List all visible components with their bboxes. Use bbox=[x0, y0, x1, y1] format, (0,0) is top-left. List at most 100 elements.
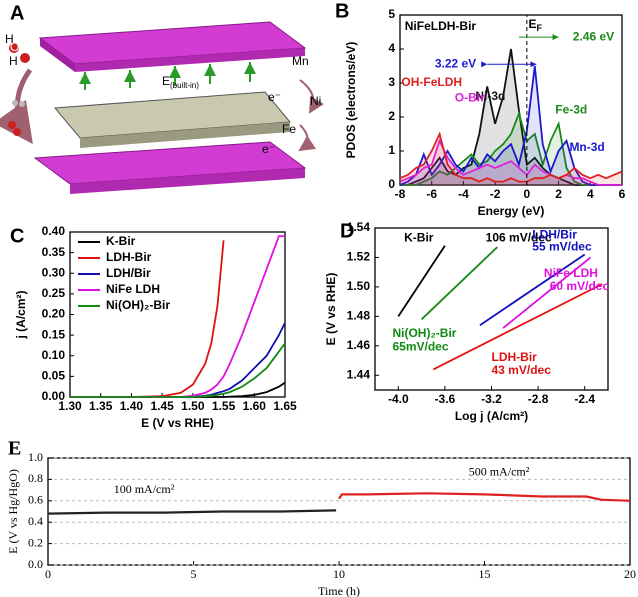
x-axis-label: Energy (eV) bbox=[478, 204, 545, 218]
y-tick-label: 0.10 bbox=[42, 348, 66, 362]
y-tick-label: 0.00 bbox=[42, 389, 66, 403]
series-label: Ni-3d bbox=[475, 89, 505, 103]
series-label: K-Bir bbox=[404, 230, 434, 244]
legend-label: LDH-Bir bbox=[106, 250, 152, 264]
series-label: Mn-3d bbox=[569, 140, 604, 154]
series-label: 500 mA/cm² bbox=[469, 465, 530, 479]
x-tick-label: -2.4 bbox=[574, 392, 595, 406]
y-tick-label: 3 bbox=[388, 75, 395, 89]
y-tick-label: 1.48 bbox=[347, 309, 371, 323]
x-tick-label: 5 bbox=[191, 567, 197, 581]
series-label: NiFe LDH bbox=[544, 266, 598, 280]
y-tick-label: 1.52 bbox=[347, 250, 371, 264]
fermi-label: EF bbox=[528, 17, 542, 33]
panel: C 1.30 1.35 1.40 1.45 1.50 1.55 1.60 1.65 0.00 0.0… bbox=[10, 224, 297, 430]
series-label: LDH/Bir bbox=[532, 228, 577, 242]
gap-label: 3.22 eV bbox=[435, 56, 476, 70]
y-tick-label: 1.50 bbox=[347, 279, 371, 293]
x-tick-label: 2 bbox=[555, 187, 562, 201]
layer-bottom-side bbox=[70, 168, 305, 194]
series-line bbox=[432, 283, 603, 371]
electron-arrow bbox=[298, 124, 317, 152]
hydrogen-atom bbox=[19, 101, 25, 107]
x-tick-label: 20 bbox=[624, 567, 636, 581]
y-tick-label: 0.15 bbox=[42, 327, 66, 341]
x-tick-label: -2.8 bbox=[528, 392, 549, 406]
x-tick-label: 1.55 bbox=[212, 399, 236, 413]
x-tick-label: 1.40 bbox=[120, 399, 144, 413]
y-axis-label: j (A/cm²) bbox=[14, 290, 28, 339]
y-tick-label: 0.2 bbox=[28, 535, 43, 549]
panel-letter: C bbox=[10, 225, 24, 247]
series-line bbox=[70, 342, 286, 398]
legend-label: Ni(OH)₂-Bir bbox=[106, 298, 170, 312]
series-area bbox=[400, 134, 622, 185]
series-area bbox=[400, 66, 622, 185]
x-tick-label: -3.2 bbox=[481, 392, 502, 406]
y-tick-label: 1.46 bbox=[347, 338, 371, 352]
series-line bbox=[399, 138, 622, 186]
x-tick-label: -8 bbox=[395, 187, 406, 201]
x-tick-label: 1.50 bbox=[181, 399, 205, 413]
field-label: E(built-in) bbox=[162, 74, 199, 90]
x-tick-label: 0 bbox=[524, 187, 531, 201]
x-tick-label: 1.30 bbox=[58, 399, 82, 413]
panel-letter: B bbox=[335, 0, 349, 22]
cycle-arrow bbox=[0, 68, 33, 145]
oxygen-atom bbox=[13, 128, 21, 136]
series-line bbox=[70, 235, 285, 398]
y-tick-label: 1 bbox=[388, 143, 395, 157]
series-label: Ni(OH)₂-Bir bbox=[392, 326, 456, 340]
x-tick-label: 15 bbox=[479, 567, 491, 581]
series-area bbox=[400, 113, 622, 185]
y-axis-label: PDOS (electrons/eV) bbox=[344, 42, 358, 159]
legend-label: LDH/Bir bbox=[106, 266, 151, 280]
x-tick-label: 10 bbox=[333, 567, 345, 581]
illustration: A E(built-in) e⁻ e⁻ Mn Ni Fe H O H bbox=[0, 2, 324, 194]
x-tick-label: -4.0 bbox=[388, 392, 409, 406]
slope-label: 60 mV/dec bbox=[550, 279, 610, 293]
series-line bbox=[338, 492, 631, 502]
x-tick-label: 1.35 bbox=[89, 399, 113, 413]
y-tick-label: 0.35 bbox=[42, 245, 66, 259]
oxygen-atom bbox=[9, 43, 19, 53]
series-line bbox=[400, 110, 622, 186]
x-tick-label: 1.60 bbox=[243, 399, 267, 413]
legend-label: NiFe LDH bbox=[106, 282, 160, 296]
panel: B -8 -6 -4 -2 0 2 4 6 0 1 2 3 4 5 Energy (eV) PDOS (elec… bbox=[335, 0, 626, 218]
x-tick-label: 0 bbox=[45, 567, 51, 581]
atom-label: O bbox=[10, 40, 19, 54]
y-tick-label: 2 bbox=[388, 109, 395, 123]
electron-arrow bbox=[299, 79, 324, 114]
series-label: 100 mA/cm² bbox=[114, 482, 175, 496]
series-line bbox=[502, 256, 592, 329]
y-tick-label: 1.0 bbox=[28, 450, 43, 464]
y-tick-label: 1.54 bbox=[347, 220, 371, 234]
slope-label: 106 mV/dec bbox=[486, 230, 552, 244]
slope-label: 43 mV/dec bbox=[492, 363, 552, 377]
oxygen-atom bbox=[8, 121, 16, 129]
x-tick-label: -3.6 bbox=[435, 392, 456, 406]
field-arrows bbox=[79, 62, 256, 90]
y-tick-label: 0.40 bbox=[42, 224, 66, 238]
series-label: O-Bir bbox=[455, 90, 485, 104]
atom-label: H bbox=[5, 32, 14, 46]
series-area bbox=[400, 49, 622, 185]
chart-title: NiFeLDH-Bir bbox=[405, 19, 477, 33]
series-label: OH-FeLDH bbox=[401, 75, 462, 89]
plot-frame bbox=[47, 457, 631, 566]
y-tick-label: 0.25 bbox=[42, 286, 66, 300]
x-tick-label: 1.65 bbox=[273, 399, 297, 413]
y-tick-label: 4 bbox=[388, 41, 395, 55]
y-tick-label: 0.4 bbox=[28, 514, 43, 528]
x-tick-label: 1.45 bbox=[150, 399, 174, 413]
x-axis-label: Time (h) bbox=[318, 584, 360, 597]
x-tick-label: 4 bbox=[587, 187, 594, 201]
series-line bbox=[479, 253, 586, 326]
legend-label: K-Bir bbox=[106, 234, 136, 248]
series-line bbox=[47, 509, 337, 515]
y-tick-label: 0.05 bbox=[42, 369, 66, 383]
metal-label: Ni bbox=[310, 94, 321, 108]
